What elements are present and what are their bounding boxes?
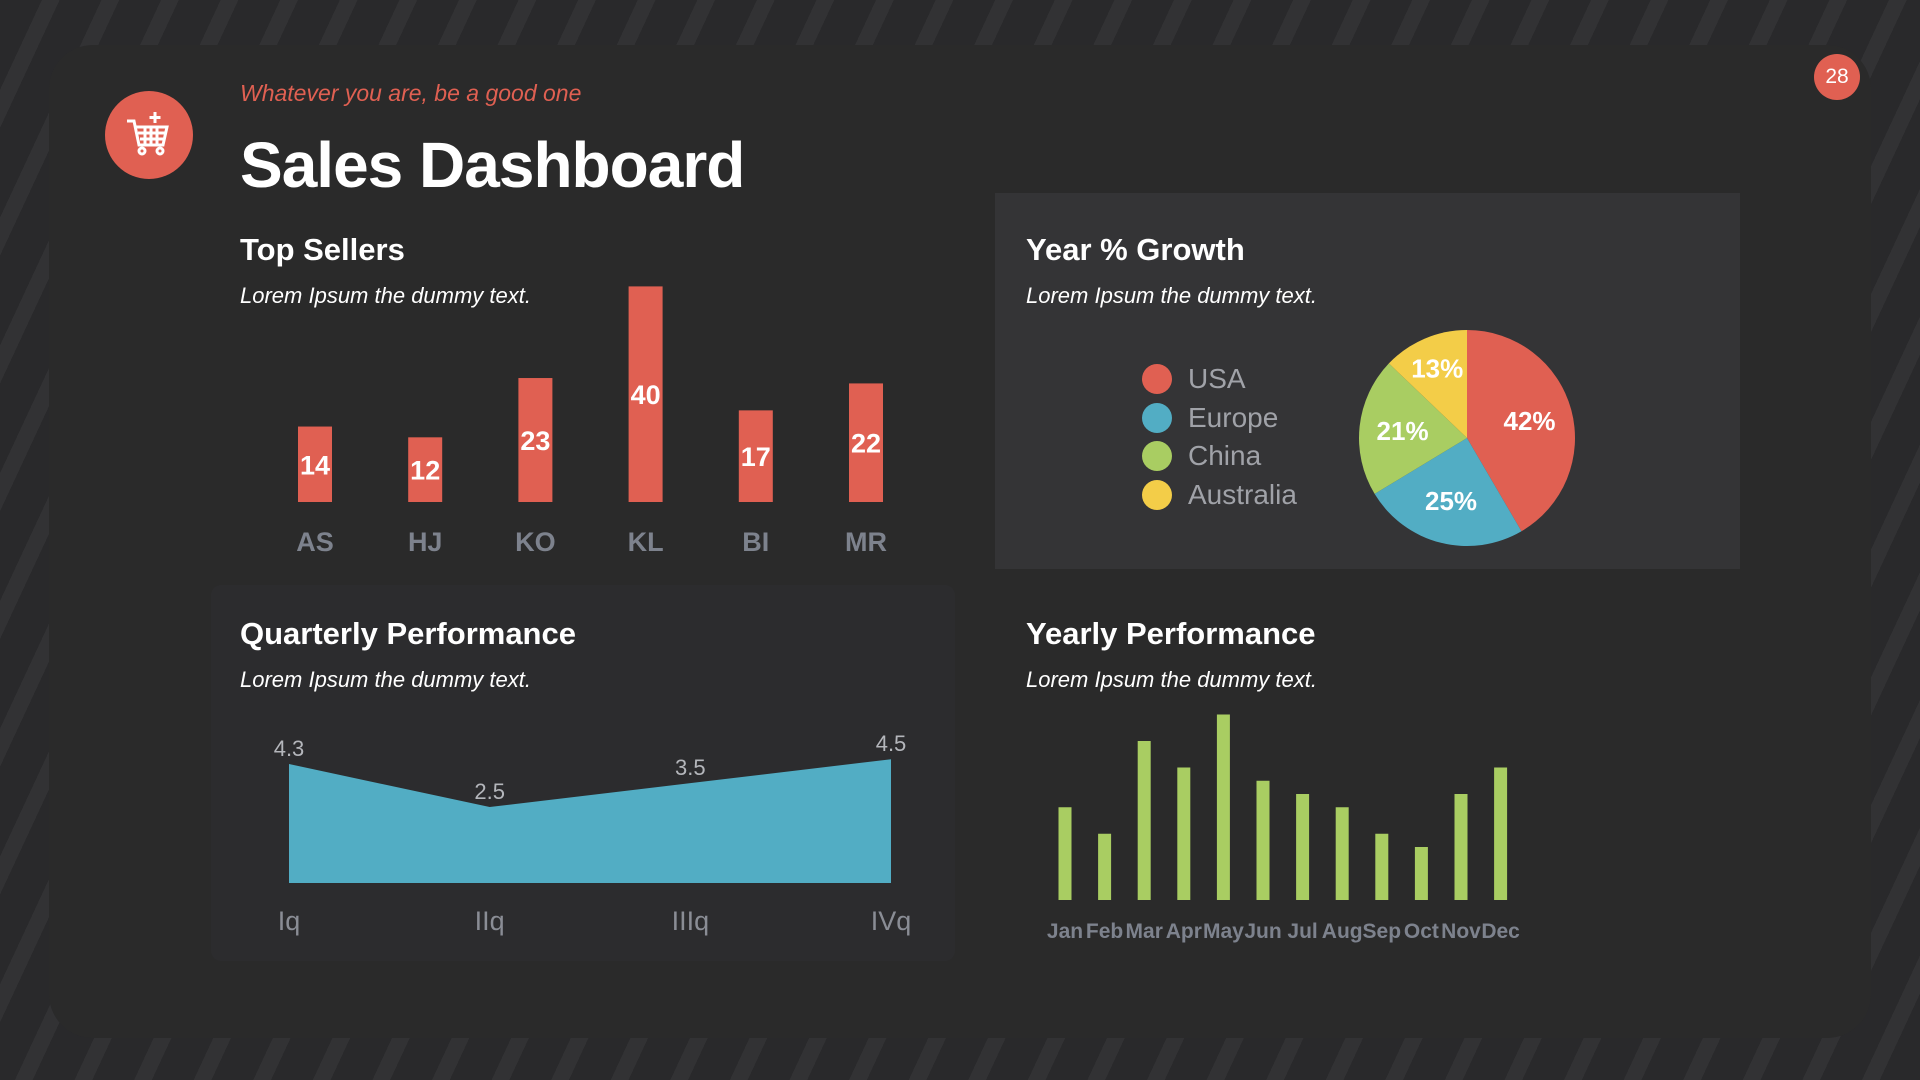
bar-Sep <box>1375 833 1389 900</box>
quarterly-subtitle: Lorem Ipsum the dummy text. <box>240 667 531 692</box>
growth-panel <box>995 193 1740 569</box>
bar-value-label: 23 <box>520 426 550 456</box>
bar-KL <box>628 286 663 502</box>
pie-label: 13% <box>1411 353 1463 383</box>
legend-china: China <box>1142 440 1261 472</box>
pie-label: 25% <box>1425 486 1477 516</box>
x-tick-label: BI <box>742 527 769 557</box>
x-tick-label: IVq <box>871 906 912 936</box>
x-tick-label: Jul <box>1287 920 1317 943</box>
bar-May <box>1216 714 1230 900</box>
growth-subtitle: Lorem Ipsum the dummy text. <box>1026 283 1317 308</box>
legend-dot <box>1142 403 1172 433</box>
x-tick-label: Jan <box>1047 920 1083 943</box>
quarterly-title: Quarterly Performance <box>240 616 576 651</box>
bar-value-label: 40 <box>631 380 661 410</box>
x-tick-label: May <box>1203 920 1244 943</box>
bar-Dec <box>1494 767 1508 900</box>
x-tick-label: Apr <box>1166 920 1202 943</box>
pie-slice-china <box>1358 363 1467 494</box>
bar-Apr <box>1177 767 1191 900</box>
area-value-label: 3.5 <box>675 755 706 780</box>
bar-HJ <box>408 437 443 502</box>
bar-value-label: 14 <box>300 450 330 480</box>
x-tick-label: AS <box>296 527 334 557</box>
bar-Oct <box>1414 847 1428 900</box>
legend-australia: Australia <box>1142 479 1297 511</box>
bar-Mar <box>1137 741 1151 900</box>
area-value-label: 4.3 <box>274 736 305 761</box>
pie-slice-australia <box>1388 330 1467 438</box>
page-number-badge: 28 <box>1814 54 1860 100</box>
area-value-label: 4.5 <box>876 731 907 756</box>
pie-label: 42% <box>1504 406 1556 436</box>
x-tick-label: Dec <box>1481 920 1520 943</box>
bar-value-label: 22 <box>851 429 881 459</box>
tagline: Whatever you are, be a good one <box>240 80 582 106</box>
legend-label: USA <box>1188 363 1246 394</box>
x-tick-label: HJ <box>408 527 443 557</box>
area-value-label: 2.5 <box>474 779 505 804</box>
legend-dot <box>1142 441 1172 471</box>
pie-label: 21% <box>1377 416 1429 446</box>
bar-Jul <box>1296 794 1310 900</box>
logo-badge <box>105 91 193 179</box>
x-tick-label: Mar <box>1126 920 1163 943</box>
growth-title: Year % Growth <box>1026 232 1245 267</box>
bar-value-label: 12 <box>410 456 440 486</box>
x-tick-label: KL <box>628 527 664 557</box>
top-sellers-title: Top Sellers <box>240 232 405 267</box>
legend-label: Europe <box>1188 402 1279 433</box>
bar-Jan <box>1058 807 1072 900</box>
legend-label: Australia <box>1188 479 1297 510</box>
bar-value-label: 17 <box>741 442 771 472</box>
legend-usa: USA <box>1142 363 1246 395</box>
x-tick-label: Sep <box>1363 920 1402 943</box>
legend-dot <box>1142 480 1172 510</box>
x-tick-label: KO <box>515 527 556 557</box>
x-tick-label: IIIq <box>672 906 710 936</box>
page-title: Sales Dashboard <box>240 129 745 201</box>
bar-Aug <box>1335 807 1349 900</box>
shopping-cart-icon <box>127 112 169 156</box>
yearly-title: Yearly Performance <box>1026 616 1316 651</box>
top-sellers-subtitle: Lorem Ipsum the dummy text. <box>240 283 531 308</box>
bar-Feb <box>1098 833 1112 900</box>
x-tick-label: IIq <box>475 906 505 936</box>
x-tick-label: Nov <box>1441 920 1481 943</box>
bar-AS <box>298 426 332 502</box>
x-tick-label: Aug <box>1322 920 1363 943</box>
x-tick-label: Jun <box>1244 920 1281 943</box>
pie-slice-europe <box>1374 438 1522 547</box>
x-tick-label: MR <box>845 527 887 557</box>
bar-MR <box>849 383 883 502</box>
legend-europe: Europe <box>1142 402 1278 434</box>
bar-Nov <box>1454 794 1468 900</box>
bar-BI <box>738 410 773 502</box>
legend-label: China <box>1188 440 1262 471</box>
x-tick-label: Feb <box>1086 920 1123 943</box>
bar-KO <box>518 378 553 502</box>
x-tick-label: Oct <box>1404 920 1439 943</box>
bar-Jun <box>1256 780 1270 900</box>
pie-slice-usa <box>1467 330 1576 532</box>
legend-dot <box>1142 364 1172 394</box>
x-tick-label: Iq <box>278 906 301 936</box>
yearly-subtitle: Lorem Ipsum the dummy text. <box>1026 667 1317 692</box>
area-series <box>289 759 891 883</box>
